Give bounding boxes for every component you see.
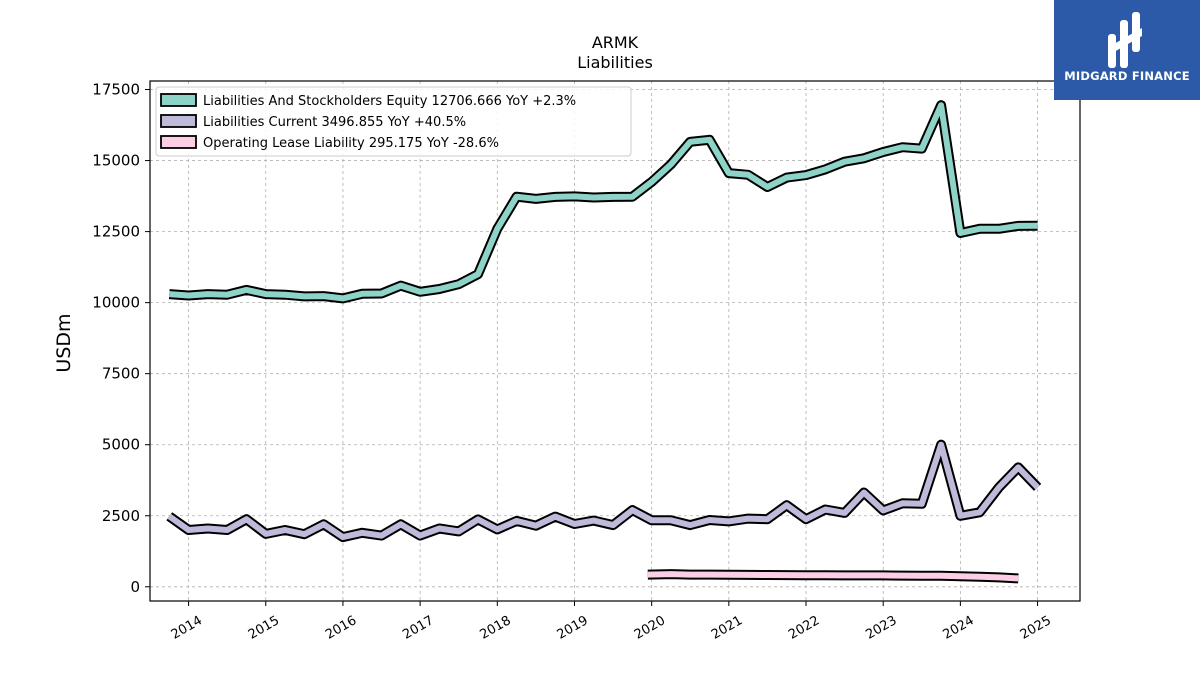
logo-text: MIDGARD FINANCE <box>1064 69 1190 83</box>
legend-label-1: Liabilities And Stockholders Equity 1270… <box>203 94 576 109</box>
legend: Liabilities And Stockholders Equity 1270… <box>155 86 632 157</box>
x-tick-label: 2019 <box>555 613 591 643</box>
legend-swatch-3 <box>160 135 197 149</box>
axes: 0 2500 5000 7500 10000 12500 15000 17500 2014 201… <box>92 80 1081 643</box>
x-tick-label: 2021 <box>709 613 745 643</box>
y-tick-label: 12500 <box>92 223 140 241</box>
series-line-3 <box>647 571 1019 582</box>
y-tick-label: 10000 <box>92 294 140 312</box>
plot-frame <box>149 80 1081 602</box>
y-tick-label: 5000 <box>102 436 140 454</box>
x-tick-label: 2016 <box>323 613 359 643</box>
legend-swatch-1 <box>160 93 197 107</box>
x-tick-label: 2022 <box>786 613 822 643</box>
y-tick-label: 0 <box>130 578 140 596</box>
x-tick-label: 2018 <box>477 613 513 643</box>
x-tick-label: 2014 <box>169 613 205 643</box>
legend-swatch-2 <box>160 114 197 128</box>
series-line-1 <box>169 102 1038 302</box>
x-tick-label: 2024 <box>941 613 977 643</box>
brand-logo: MIDGARD FINANCE <box>1054 0 1200 100</box>
series-line-2 <box>167 441 1040 541</box>
x-tick-label: 2017 <box>400 613 436 643</box>
chart-subtitle: Liabilities <box>577 53 653 72</box>
legend-label-3: Operating Lease Liability 295.175 YoY -2… <box>203 136 499 151</box>
y-axis-label: USDm <box>53 313 75 372</box>
y-tick-label: 7500 <box>102 365 140 383</box>
legend-label-2: Liabilities Current 3496.855 YoY +40.5% <box>203 115 466 130</box>
y-tick-label: 17500 <box>92 81 140 99</box>
x-tick-label: 2015 <box>246 613 282 643</box>
legend-box <box>155 86 632 157</box>
x-tick-label: 2025 <box>1018 613 1054 643</box>
series-layer <box>166 100 1042 584</box>
logo-mark-icon <box>1108 12 1142 68</box>
y-tick-label: 15000 <box>92 152 140 170</box>
x-tick-label: 2020 <box>632 613 668 643</box>
y-tick-label: 2500 <box>102 507 140 525</box>
x-tick-label: 2023 <box>863 613 899 643</box>
chart-title: ARMK <box>592 33 639 52</box>
